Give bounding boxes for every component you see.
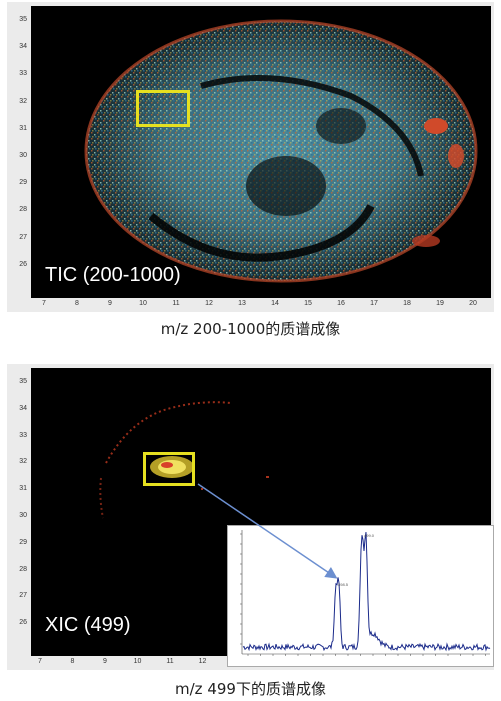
x-tick-label: 8	[75, 300, 79, 307]
tic-heatmap	[84, 19, 478, 283]
y-tick-label: 31	[19, 124, 27, 132]
y-tick-label: 27	[19, 233, 27, 241]
x-tick-label: 7	[38, 658, 42, 665]
y-tick-label: 32	[19, 97, 27, 105]
x-tick-label: 14	[271, 300, 279, 307]
y-tick-label: 29	[19, 538, 27, 546]
x-tick-label: 7	[42, 300, 46, 307]
y-tick-label: 31	[19, 485, 27, 493]
tic-caption: m/z 200-1000的质谱成像	[160, 320, 341, 338]
peak-label-2: 499.0	[364, 533, 375, 538]
x-tick-label: 20	[469, 300, 477, 307]
spectrum-trace	[242, 532, 491, 652]
y-tick-label: 26	[19, 260, 27, 268]
x-tick-label: 18	[403, 300, 411, 307]
x-tick-label: 12	[198, 658, 207, 665]
y-tick-label: 26	[19, 619, 27, 627]
x-tick-label: 16	[337, 300, 345, 307]
x-tick-label: 13	[238, 300, 246, 307]
x-tick-label: 15	[304, 300, 312, 307]
y-tick-label: 28	[19, 206, 27, 214]
x-tick-label: 19	[436, 300, 444, 307]
y-tick-label: 29	[19, 179, 27, 187]
tic-image: TIC (200-1000)	[31, 6, 491, 298]
x-tick-label: 11	[172, 300, 180, 307]
xic-heatmap	[99, 401, 269, 519]
y-tick-label: 27	[19, 592, 27, 600]
xic-caption: m/z 499下的质谱成像	[175, 680, 326, 698]
y-tick-label: 28	[19, 565, 27, 573]
x-tick-label: 9	[108, 300, 112, 307]
tic-label: TIC (200-1000)	[45, 264, 181, 286]
y-tick-label: 32	[19, 458, 27, 466]
x-tick-label: 11	[166, 658, 174, 665]
y-tick-label: 34	[19, 43, 27, 51]
x-tick-label: 9	[103, 658, 107, 665]
spectrum-plot: 498.5 499.0	[240, 530, 491, 656]
tic-panel: 35 34 33 32 31 30 29 28 27 26	[7, 2, 494, 312]
xic-label: XIC (499)	[45, 614, 131, 636]
y-tick-label: 30	[19, 152, 27, 159]
x-tick-label: 12	[205, 300, 213, 307]
y-tick-label: 33	[19, 431, 27, 439]
y-tick-label: 30	[19, 512, 27, 519]
y-tick-label: 35	[19, 16, 27, 23]
x-tick-label: 10	[133, 658, 142, 665]
tic-roi-box	[136, 90, 190, 127]
xic-roi-box	[143, 452, 195, 486]
x-tick-label: 10	[139, 300, 147, 307]
x-tick-label: 17	[370, 300, 378, 307]
peak-label-1: 498.5	[338, 582, 349, 587]
x-tick-label: 8	[70, 658, 75, 665]
y-tick-label: 34	[19, 404, 27, 412]
y-tick-label: 33	[19, 70, 27, 78]
y-tick-label: 35	[19, 378, 27, 385]
mass-spectrum-inset: 498.5 499.0	[227, 525, 494, 667]
red-spot	[424, 118, 448, 134]
